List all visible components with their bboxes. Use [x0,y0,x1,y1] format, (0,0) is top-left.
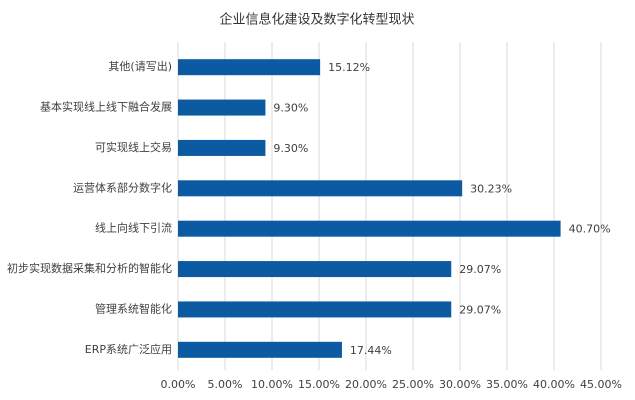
x-tick-label: 0.00% [161,378,196,391]
data-label: 9.30% [273,142,308,155]
x-tick-label: 30.00% [439,378,481,391]
data-label: 30.23% [470,182,512,195]
data-label: 40.70% [569,223,611,236]
y-tick-label: 运营体系部分数字化 [73,180,172,194]
x-tick-label: 5.00% [208,378,243,391]
y-tick-label: ERP系统广泛应用 [85,342,172,356]
bar [178,99,266,116]
data-label: 29.07% [459,263,501,276]
bar [178,180,463,197]
y-tick-label: 初步实现数据采集和分析的智能化 [7,261,172,275]
y-tick-label: 基本实现线上线下融合发展 [40,100,172,114]
bar [178,341,342,358]
data-label: 29.07% [459,303,501,316]
data-label: 17.44% [350,344,392,357]
bar [178,261,452,278]
x-tick-label: 15.00% [298,378,340,391]
bar [178,139,266,156]
y-tick-label: 管理系统智能化 [95,301,172,315]
data-label: 15.12% [328,61,370,74]
x-tick-label: 35.00% [486,378,528,391]
bar [178,301,452,318]
y-tick-label: 线上向线下引流 [95,221,172,235]
data-label: 9.30% [273,102,308,115]
chart-title: 企业信息化建设及数字化转型现状 [219,12,414,28]
y-tick-label: 其他(请写出) [108,59,172,73]
x-tick-label: 25.00% [392,378,434,391]
x-tick-label: 20.00% [345,378,387,391]
x-tick-label: 10.00% [251,378,293,391]
bar [178,220,561,237]
y-tick-label: 可实现线上交易 [95,140,172,154]
bar [178,59,321,76]
x-tick-label: 40.00% [533,378,575,391]
x-tick-label: 45.00% [580,378,622,391]
